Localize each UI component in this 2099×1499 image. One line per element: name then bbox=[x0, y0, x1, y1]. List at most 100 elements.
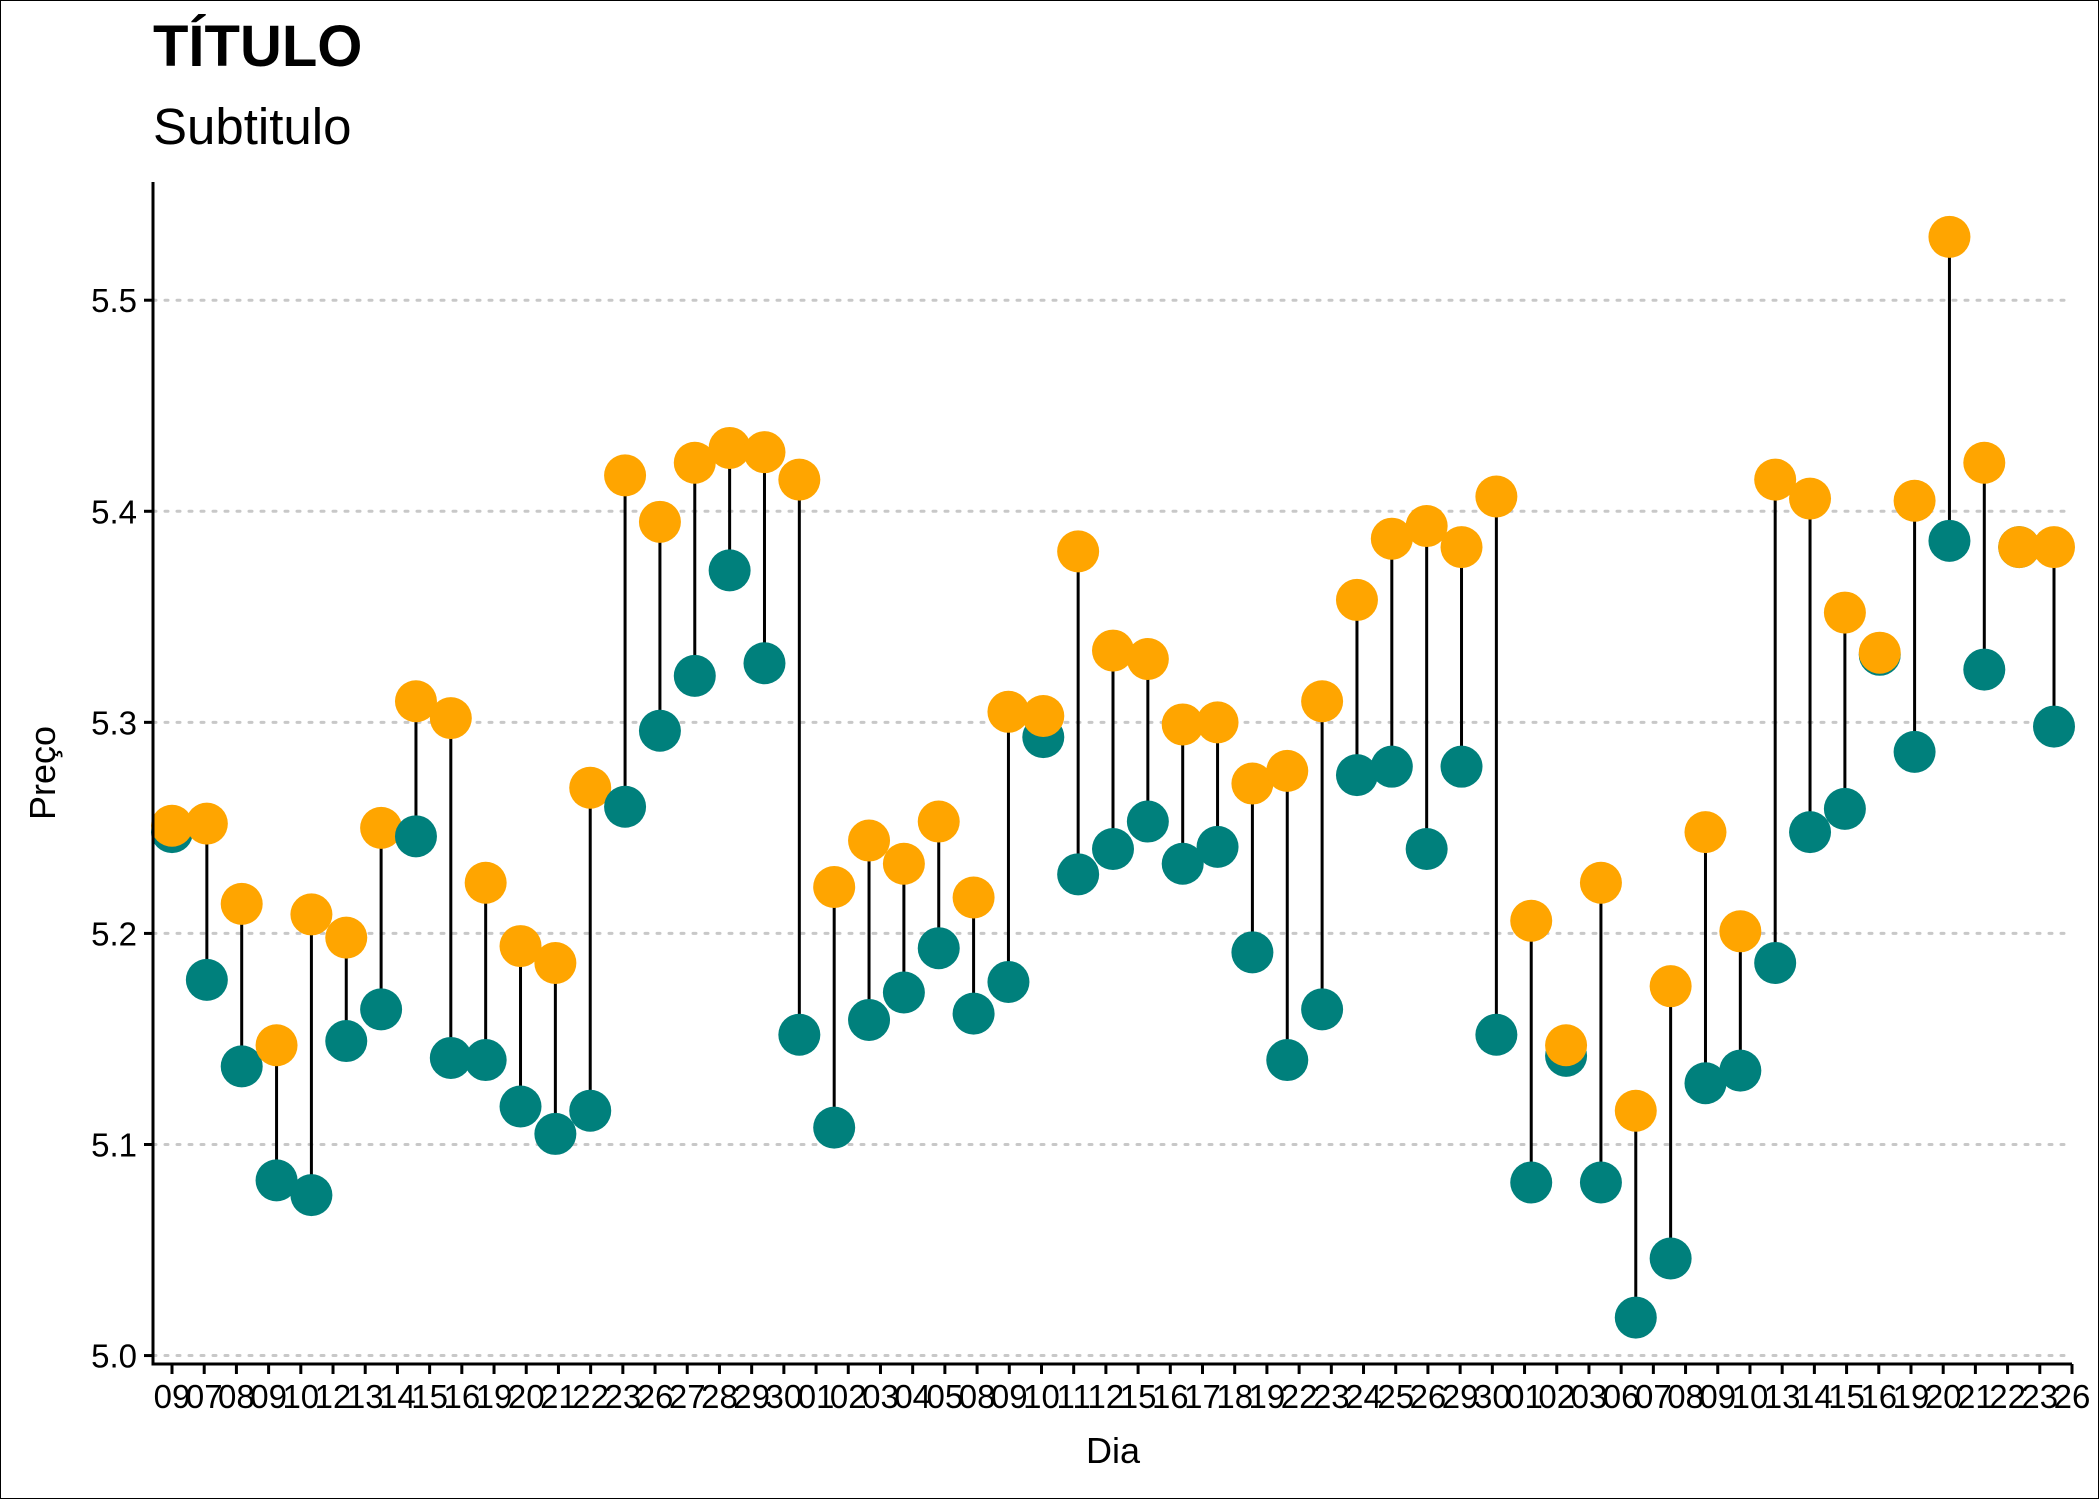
point-low bbox=[743, 642, 786, 685]
x-tick-label: 09 bbox=[250, 1378, 287, 1415]
point-high bbox=[1475, 475, 1518, 518]
point-high bbox=[1231, 762, 1274, 805]
point-low bbox=[1963, 648, 2006, 691]
point-high bbox=[1022, 695, 1065, 738]
x-tick-label: 22 bbox=[1281, 1378, 1318, 1415]
point-high bbox=[1196, 701, 1239, 744]
x-tick-label: 30 bbox=[1474, 1378, 1511, 1415]
x-tick-label: 06 bbox=[1603, 1378, 1640, 1415]
point-high bbox=[464, 861, 507, 904]
point-high bbox=[185, 802, 228, 845]
x-tick-label: 13 bbox=[347, 1378, 384, 1415]
x-tick-label: 20 bbox=[1925, 1378, 1962, 1415]
x-tick-label: 27 bbox=[669, 1378, 706, 1415]
point-high bbox=[848, 819, 891, 862]
point-low bbox=[1231, 931, 1274, 974]
point-low bbox=[1335, 754, 1378, 797]
point-high bbox=[638, 500, 681, 543]
point-low bbox=[1928, 519, 1971, 562]
point-low bbox=[1057, 853, 1100, 896]
point-high bbox=[1649, 965, 1692, 1008]
point-high bbox=[813, 865, 856, 908]
point-low bbox=[185, 958, 228, 1001]
point-high bbox=[882, 842, 925, 885]
x-tick-label: 17 bbox=[1184, 1378, 1221, 1415]
point-low bbox=[2033, 705, 2075, 748]
point-low bbox=[1510, 1161, 1553, 1204]
point-low bbox=[1684, 1062, 1727, 1105]
x-tick-label: 16 bbox=[1152, 1378, 1189, 1415]
x-tick-label: 15 bbox=[1828, 1378, 1865, 1415]
stems bbox=[170, 236, 2056, 1318]
point-low bbox=[1579, 1161, 1622, 1204]
point-low bbox=[360, 988, 403, 1031]
x-tick-label: 12 bbox=[1088, 1378, 1125, 1415]
point-high bbox=[1440, 526, 1483, 569]
point-high bbox=[1754, 458, 1797, 501]
point-low bbox=[848, 998, 891, 1041]
point-high bbox=[1405, 505, 1448, 548]
point-high bbox=[429, 697, 472, 740]
x-tick-label: 22 bbox=[572, 1378, 609, 1415]
point-high bbox=[673, 441, 716, 484]
x-tick-label: 10 bbox=[282, 1378, 319, 1415]
point-high bbox=[1266, 749, 1309, 792]
x-tick-label: 01 bbox=[1506, 1378, 1543, 1415]
point-low bbox=[1475, 1013, 1518, 1056]
x-tick-label: 10 bbox=[1023, 1378, 1060, 1415]
x-tick-label: 11 bbox=[1057, 1378, 1091, 1415]
point-low bbox=[917, 927, 960, 970]
x-tick-label: 08 bbox=[218, 1378, 255, 1415]
point-low bbox=[1370, 745, 1413, 788]
point-high bbox=[778, 458, 821, 501]
point-low bbox=[1754, 941, 1797, 984]
y-axis-title: Preço bbox=[22, 726, 63, 820]
x-tick-label: 13 bbox=[1764, 1378, 1801, 1415]
x-tick-label: 02 bbox=[830, 1378, 867, 1415]
point-low bbox=[255, 1159, 298, 1202]
point-high bbox=[1335, 578, 1378, 621]
x-tick-label: 08 bbox=[1667, 1378, 1704, 1415]
point-low bbox=[1823, 787, 1866, 830]
point-high bbox=[1614, 1089, 1657, 1132]
point-low bbox=[1440, 745, 1483, 788]
point-low bbox=[708, 549, 751, 592]
x-tick-label: 08 bbox=[959, 1378, 996, 1415]
x-tick-label: 18 bbox=[1216, 1378, 1253, 1415]
x-tick-label: 09 bbox=[1699, 1378, 1736, 1415]
x-axis-title: Dia bbox=[1086, 1430, 1141, 1471]
point-high bbox=[1928, 215, 1971, 258]
point-low bbox=[1196, 825, 1239, 868]
point-high bbox=[1719, 910, 1762, 953]
point-high bbox=[1893, 479, 1936, 522]
chart-subtitle: Subtitulo bbox=[153, 98, 351, 155]
point-low bbox=[604, 785, 647, 828]
y-axis: 5.0 5.1 5.2 5.3 5.4 5.5 bbox=[91, 282, 153, 1375]
point-high bbox=[1057, 530, 1100, 573]
x-tick-label: 30 bbox=[766, 1378, 803, 1415]
point-high bbox=[1126, 638, 1169, 681]
point-high bbox=[1823, 591, 1866, 634]
point-low bbox=[778, 1013, 821, 1056]
point-low bbox=[1405, 827, 1448, 870]
x-tick-label: 03 bbox=[1571, 1378, 1608, 1415]
point-high bbox=[255, 1024, 298, 1067]
x-axis: 0907080910121314151619202122232627282930… bbox=[154, 1364, 2090, 1415]
x-tick-label: 04 bbox=[894, 1378, 931, 1415]
point-low bbox=[1649, 1237, 1692, 1280]
x-tick-label: 14 bbox=[379, 1378, 416, 1415]
y-tick-label: 5.3 bbox=[91, 704, 137, 741]
point-low bbox=[1092, 827, 1134, 870]
point-low bbox=[429, 1036, 472, 1079]
point-low bbox=[987, 960, 1030, 1003]
point-high bbox=[917, 800, 960, 843]
point-high bbox=[360, 806, 403, 849]
point-high bbox=[1963, 441, 2006, 484]
point-low bbox=[569, 1089, 612, 1132]
point-high bbox=[1579, 861, 1622, 904]
point-high bbox=[1092, 629, 1134, 672]
point-high bbox=[708, 426, 751, 469]
point-high bbox=[569, 766, 612, 809]
